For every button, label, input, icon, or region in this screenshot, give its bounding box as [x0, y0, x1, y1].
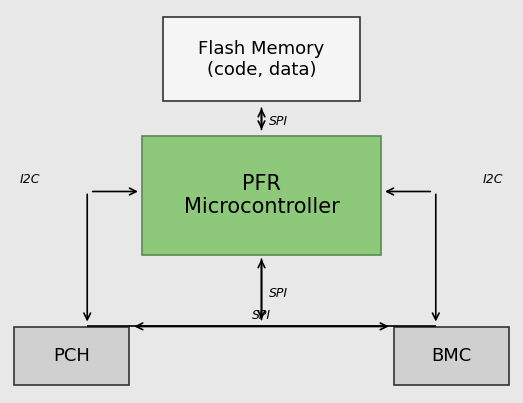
FancyBboxPatch shape — [163, 17, 360, 102]
Text: SPI: SPI — [252, 309, 271, 322]
Text: PCH: PCH — [53, 347, 90, 365]
FancyBboxPatch shape — [142, 137, 381, 255]
Text: SPI: SPI — [269, 287, 288, 300]
FancyBboxPatch shape — [394, 326, 508, 384]
FancyBboxPatch shape — [15, 326, 129, 384]
Text: I2C: I2C — [483, 173, 503, 186]
Text: BMC: BMC — [431, 347, 472, 365]
Text: SPI: SPI — [269, 115, 288, 128]
Text: I2C: I2C — [20, 173, 40, 186]
Text: Flash Memory
(code, data): Flash Memory (code, data) — [198, 40, 325, 79]
Text: PFR
Microcontroller: PFR Microcontroller — [184, 174, 339, 217]
